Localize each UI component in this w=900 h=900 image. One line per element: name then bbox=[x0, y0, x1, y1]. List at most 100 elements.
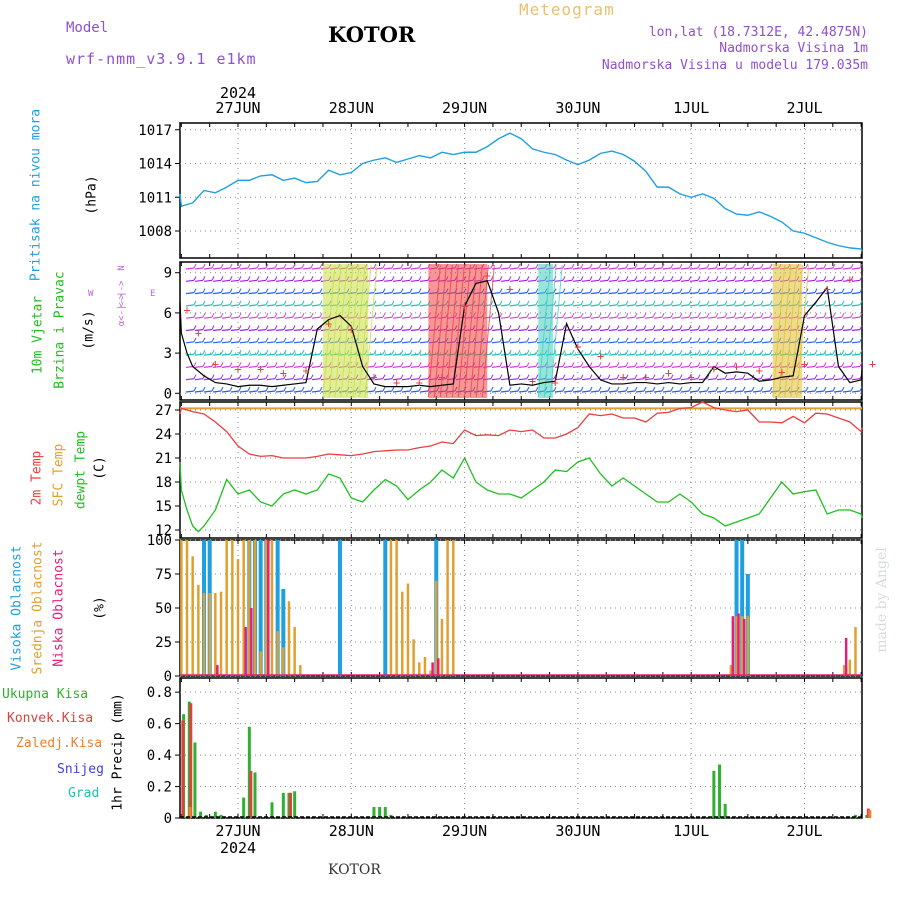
wind-barb-flag bbox=[679, 362, 683, 367]
wind-barb-flag bbox=[643, 300, 647, 306]
cloud-bar bbox=[429, 670, 432, 676]
wind-barb-flag bbox=[769, 337, 773, 343]
wind-barb bbox=[707, 390, 717, 393]
wind-barb-flag bbox=[382, 362, 386, 367]
wind-barb bbox=[527, 378, 537, 381]
wind-barb bbox=[491, 353, 501, 356]
wind-barb-flag bbox=[211, 337, 215, 343]
wind-barb-flag bbox=[733, 312, 737, 318]
wind-barb-flag bbox=[688, 276, 692, 281]
wind-barb-flag bbox=[814, 374, 818, 379]
wind-strong-band bbox=[538, 264, 553, 398]
wind-barb-flag bbox=[283, 374, 287, 379]
wind-barb-flag bbox=[535, 349, 539, 355]
wind-barb bbox=[689, 267, 699, 270]
wind-barb-flag bbox=[850, 276, 854, 281]
wind-barb bbox=[239, 279, 249, 282]
wind-barb-flag bbox=[661, 276, 665, 281]
wind-barb bbox=[302, 341, 312, 344]
wind-barb-flag bbox=[256, 276, 260, 281]
wind-barb bbox=[815, 316, 825, 319]
cloud-bar bbox=[197, 584, 200, 676]
wind-barb bbox=[626, 341, 636, 344]
wind-barb-flag bbox=[391, 374, 395, 379]
wind-barb-flag bbox=[211, 362, 215, 367]
cloud-bar bbox=[337, 540, 342, 676]
wind-barb bbox=[221, 365, 231, 368]
wind-barb-flag bbox=[391, 276, 395, 281]
wind-barb-flag bbox=[751, 349, 755, 355]
wind-barb-flag bbox=[274, 362, 278, 367]
wind-barb bbox=[230, 341, 240, 344]
wind-barb bbox=[311, 304, 321, 307]
wind-barb-flag bbox=[850, 374, 854, 379]
ytick-label: 9 bbox=[164, 266, 172, 282]
ytick-label: 0 bbox=[164, 811, 172, 827]
wind-barb-flag bbox=[616, 288, 620, 293]
wind-barb-flag bbox=[634, 349, 638, 355]
wind-barb-flag bbox=[508, 386, 512, 392]
wind-barb-flag bbox=[490, 312, 494, 318]
wind-barb-flag bbox=[598, 386, 602, 392]
wind-barb-flag bbox=[310, 362, 314, 367]
wind-barb-flag bbox=[283, 300, 287, 306]
wind-barb bbox=[212, 365, 222, 368]
wind-barb-flag bbox=[292, 276, 296, 281]
wind-barb bbox=[725, 279, 735, 282]
wind-barb bbox=[563, 341, 573, 344]
wind-barb bbox=[221, 267, 231, 270]
wind-barb bbox=[284, 267, 294, 270]
wind-barb bbox=[833, 267, 843, 270]
wind-barb bbox=[725, 292, 735, 295]
wind-barb-flag bbox=[841, 276, 845, 281]
wind-barb bbox=[671, 316, 681, 319]
wind-barb-flag bbox=[652, 300, 656, 306]
wind-barb bbox=[518, 279, 528, 282]
wind-barb-flag bbox=[517, 312, 521, 318]
wind-barb bbox=[293, 304, 303, 307]
wind-barb bbox=[581, 267, 591, 270]
cloud-bar bbox=[737, 613, 740, 676]
wind-barb bbox=[815, 390, 825, 393]
wind-barb-flag bbox=[769, 288, 773, 293]
wind-barb bbox=[203, 292, 213, 295]
wind-barb bbox=[248, 341, 258, 344]
wind-barb bbox=[212, 390, 222, 393]
wind-barb bbox=[662, 390, 672, 393]
wind-barb bbox=[257, 378, 267, 381]
wind-barb-flag bbox=[517, 362, 521, 367]
wind-barb-flag bbox=[247, 312, 251, 318]
wind-barb bbox=[518, 353, 528, 356]
wind-barb bbox=[698, 353, 708, 356]
wind-barb bbox=[221, 279, 231, 282]
wind-barb bbox=[293, 365, 303, 368]
wind-barb-flag bbox=[679, 325, 683, 330]
wind-barb-flag bbox=[742, 288, 746, 293]
wind-barb-flag bbox=[832, 349, 836, 355]
wind-barb-flag bbox=[283, 312, 287, 318]
wind-barb-flag bbox=[373, 300, 377, 306]
cloud-bar bbox=[293, 627, 296, 676]
wind-barb-flag bbox=[202, 325, 206, 330]
wind-barb-flag bbox=[274, 288, 278, 293]
wind-barb-flag bbox=[517, 374, 521, 379]
wind-barb-flag bbox=[247, 349, 251, 355]
wind-hatch bbox=[796, 264, 810, 398]
wind-barb-flag bbox=[652, 362, 656, 367]
wind-barb bbox=[689, 279, 699, 282]
ytick-label: 0.4 bbox=[147, 748, 172, 764]
wind-barb bbox=[518, 304, 528, 307]
ytick-label: 15 bbox=[155, 499, 172, 515]
wind-barb bbox=[500, 292, 510, 295]
wind-barb bbox=[203, 267, 213, 270]
precip-bar bbox=[723, 803, 727, 818]
wind-barb bbox=[230, 279, 240, 282]
wind-barb-flag bbox=[805, 349, 809, 355]
wind-barb-flag bbox=[517, 276, 521, 281]
wind-barb bbox=[671, 341, 681, 344]
cloud-bar bbox=[412, 639, 415, 676]
wind-barb bbox=[599, 279, 609, 282]
wind-barb bbox=[752, 316, 762, 319]
wind-barb-flag bbox=[580, 337, 584, 343]
wind-barb bbox=[518, 316, 528, 319]
